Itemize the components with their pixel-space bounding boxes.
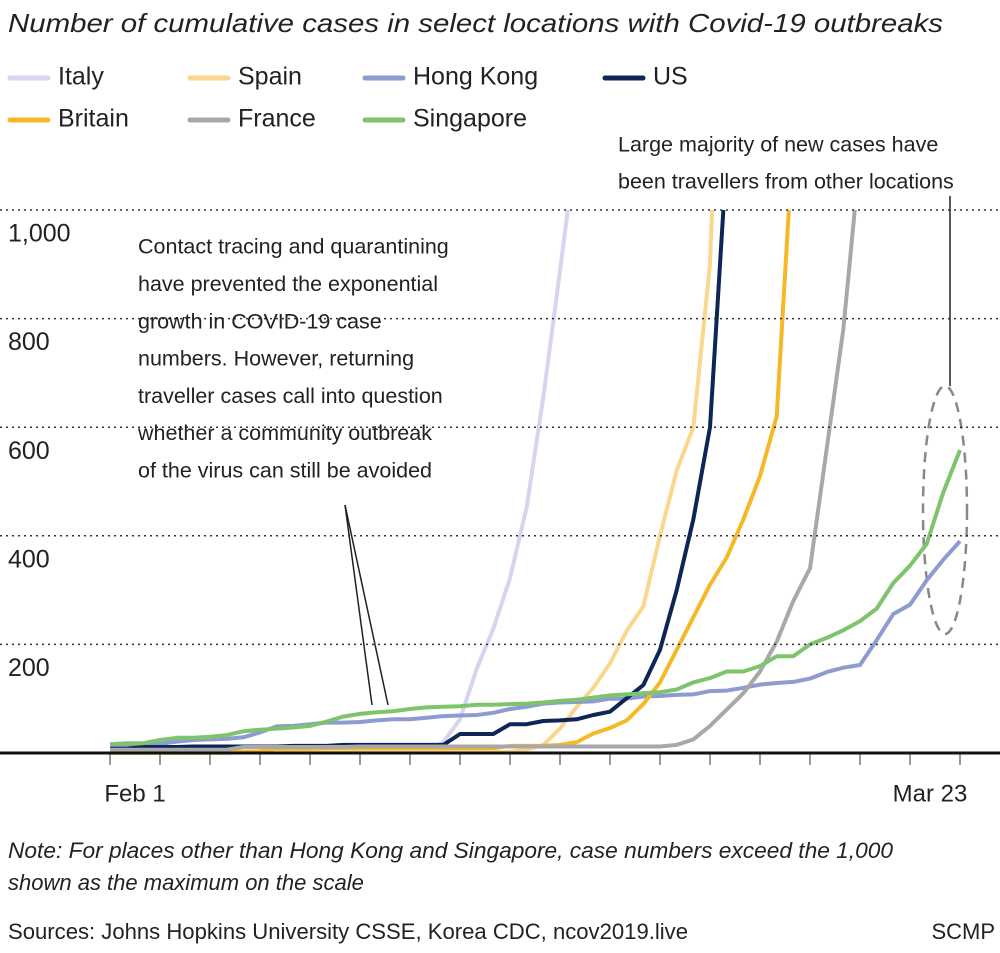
- annotation: Large majority of new cases have: [618, 133, 938, 157]
- source: Sources: Johns Hopkins University CSSE, …: [8, 919, 688, 944]
- annotation: have prevented the exponential: [138, 272, 438, 296]
- legend-label: Hong Kong: [413, 63, 538, 91]
- annotation: growth in COVID-19 case: [138, 309, 382, 333]
- y-tick-label: 600: [8, 437, 50, 465]
- y-tick-label: 800: [8, 328, 50, 356]
- y-tick-label: 400: [8, 545, 50, 573]
- annotation: Contact tracing and quarantining: [138, 235, 449, 259]
- legend-label: Spain: [238, 63, 302, 91]
- annotation: been travellers from other locations: [618, 170, 954, 194]
- note: shown as the maximum on the scale: [8, 870, 364, 895]
- highlight-ellipse: [921, 384, 969, 636]
- legend-label: Britain: [58, 105, 129, 133]
- annotation: numbers. However, returning: [138, 347, 414, 371]
- legend-label: Singapore: [413, 105, 527, 133]
- annotation-pointer: [344, 504, 389, 706]
- y-tick-label: 1,000: [8, 220, 71, 248]
- legend-label: US: [653, 63, 688, 91]
- series-line: [109, 449, 962, 747]
- legend-label: France: [238, 105, 316, 133]
- credit: SCMP: [931, 919, 995, 944]
- legend-label: Italy: [58, 63, 104, 91]
- annotation: whether a community outbreak: [137, 421, 432, 445]
- series-line: [109, 539, 962, 748]
- annotation-pointer: [344, 504, 373, 706]
- annotation: of the virus can still be avoided: [138, 458, 432, 482]
- note: Note: For places other than Hong Kong an…: [8, 838, 894, 863]
- annotation: traveller cases call into question: [138, 384, 443, 408]
- x-tick-label: Feb 1: [104, 780, 165, 807]
- series-line: [110, 210, 857, 752]
- chart-title: Number of cumulative cases in select loc…: [8, 8, 943, 38]
- x-tick-label: Mar 23: [893, 780, 968, 807]
- y-tick-label: 200: [8, 654, 50, 682]
